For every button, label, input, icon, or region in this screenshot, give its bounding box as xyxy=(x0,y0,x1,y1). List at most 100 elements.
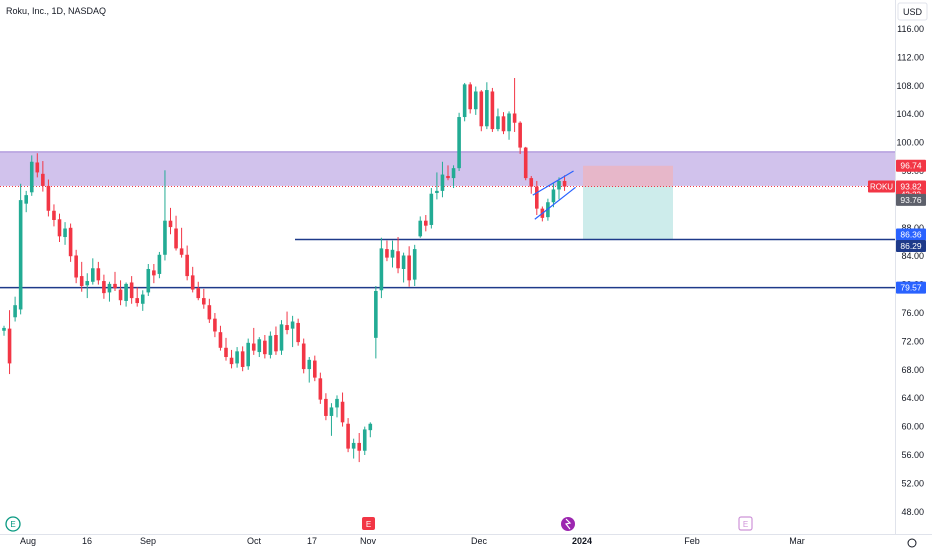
candle xyxy=(385,240,389,262)
candle-body xyxy=(529,178,534,187)
candle xyxy=(279,320,284,355)
candle xyxy=(251,327,256,355)
candle xyxy=(190,266,195,293)
candle xyxy=(246,338,250,370)
candle-body xyxy=(562,180,567,187)
candle-body xyxy=(401,255,406,269)
price-tick-label: 56.00 xyxy=(901,450,924,460)
candle-body xyxy=(52,210,56,220)
candle-body xyxy=(329,407,334,416)
split-event-icon[interactable] xyxy=(561,517,575,531)
candle xyxy=(124,282,128,307)
price-tick-label: 104.00 xyxy=(896,109,924,119)
candle-body xyxy=(285,325,289,331)
candle-body xyxy=(46,185,51,211)
take-profit-zone xyxy=(583,186,673,240)
candle xyxy=(91,258,95,285)
candle-body xyxy=(507,113,511,132)
candle xyxy=(257,337,262,358)
candle xyxy=(207,298,212,323)
candle-body xyxy=(468,84,472,110)
candle-body xyxy=(318,378,323,400)
candle-body xyxy=(240,351,245,367)
candle-body xyxy=(296,322,300,343)
candle-body xyxy=(385,249,389,258)
candle xyxy=(268,331,273,359)
candle-body xyxy=(518,122,522,148)
candle-body xyxy=(179,248,184,255)
candle xyxy=(152,264,156,284)
candle xyxy=(468,82,472,114)
candle xyxy=(2,325,6,336)
candle xyxy=(274,326,278,355)
level-price-tag-alt-text: 86.29 xyxy=(900,241,922,251)
candle-body xyxy=(74,255,78,278)
time-tick-label: 16 xyxy=(82,536,92,546)
svg-text:E: E xyxy=(10,520,15,529)
candle-body xyxy=(362,429,367,451)
candle-body xyxy=(168,220,173,228)
candle xyxy=(146,264,151,296)
candle-body xyxy=(390,249,395,258)
level-price-tag-lower-bg xyxy=(896,281,926,294)
candle xyxy=(185,245,189,281)
candle-body xyxy=(424,220,428,226)
settings-gear-icon[interactable] xyxy=(907,538,917,548)
candle-body xyxy=(307,359,312,370)
time-tick-label: Dec xyxy=(471,536,488,546)
candle xyxy=(512,77,517,132)
price-tick-label: 100.00 xyxy=(896,138,924,148)
candle xyxy=(379,237,384,299)
candle-body xyxy=(496,116,500,130)
candle xyxy=(457,112,461,171)
time-tick-label: Feb xyxy=(684,536,700,546)
earnings-marker-2[interactable]: E xyxy=(362,517,375,530)
candle xyxy=(440,161,445,198)
candle xyxy=(551,183,556,208)
symbol-tag-text: ROKU xyxy=(870,182,893,191)
levels-layer xyxy=(0,238,895,289)
candle-body xyxy=(501,116,506,132)
price-tick-label: 112.00 xyxy=(897,52,924,62)
candle xyxy=(429,188,434,229)
currency-button[interactable]: USD xyxy=(897,2,928,21)
svg-text:E: E xyxy=(743,520,748,529)
stop-price-tag-text: 96.74 xyxy=(900,161,922,171)
candle xyxy=(196,281,201,301)
entry-price-tag: 93.76 xyxy=(896,193,926,206)
price-tick-label: 48.00 xyxy=(901,507,924,517)
candle-body xyxy=(485,90,489,127)
symbol-tag-bg xyxy=(868,180,895,193)
earnings-marker-1[interactable]: E xyxy=(5,516,21,532)
candle-body xyxy=(440,174,445,191)
candle xyxy=(301,338,306,374)
candle-body xyxy=(279,324,284,351)
candle-body xyxy=(13,305,17,318)
earnings-marker-3[interactable]: E xyxy=(738,516,753,531)
time-tick-label: 2024 xyxy=(572,536,592,546)
entry-price-text: 93.76 xyxy=(900,195,922,205)
price-axis[interactable]: 116.00112.00108.00104.00100.0096.0092.00… xyxy=(896,24,924,517)
candle xyxy=(307,357,312,383)
candle xyxy=(318,372,323,404)
candle xyxy=(102,274,106,299)
candle-body xyxy=(202,298,206,305)
candle xyxy=(435,172,439,200)
candle-body xyxy=(351,442,356,449)
candle-body xyxy=(24,195,28,204)
stop-price-tag-bg xyxy=(896,159,926,172)
candle xyxy=(41,161,45,192)
candle xyxy=(113,271,117,291)
candle xyxy=(168,207,173,235)
time-axis[interactable]: Aug 16 Sep Oct 17 Nov Dec 2024 Feb Mar xyxy=(20,536,805,546)
svg-text:USD: USD xyxy=(903,7,923,17)
candle xyxy=(174,215,178,251)
price-tick-label: 116.00 xyxy=(897,24,924,34)
candle xyxy=(362,426,367,455)
candle xyxy=(263,335,267,359)
candle xyxy=(218,325,223,351)
candle xyxy=(118,280,123,306)
candle-body xyxy=(7,328,12,364)
